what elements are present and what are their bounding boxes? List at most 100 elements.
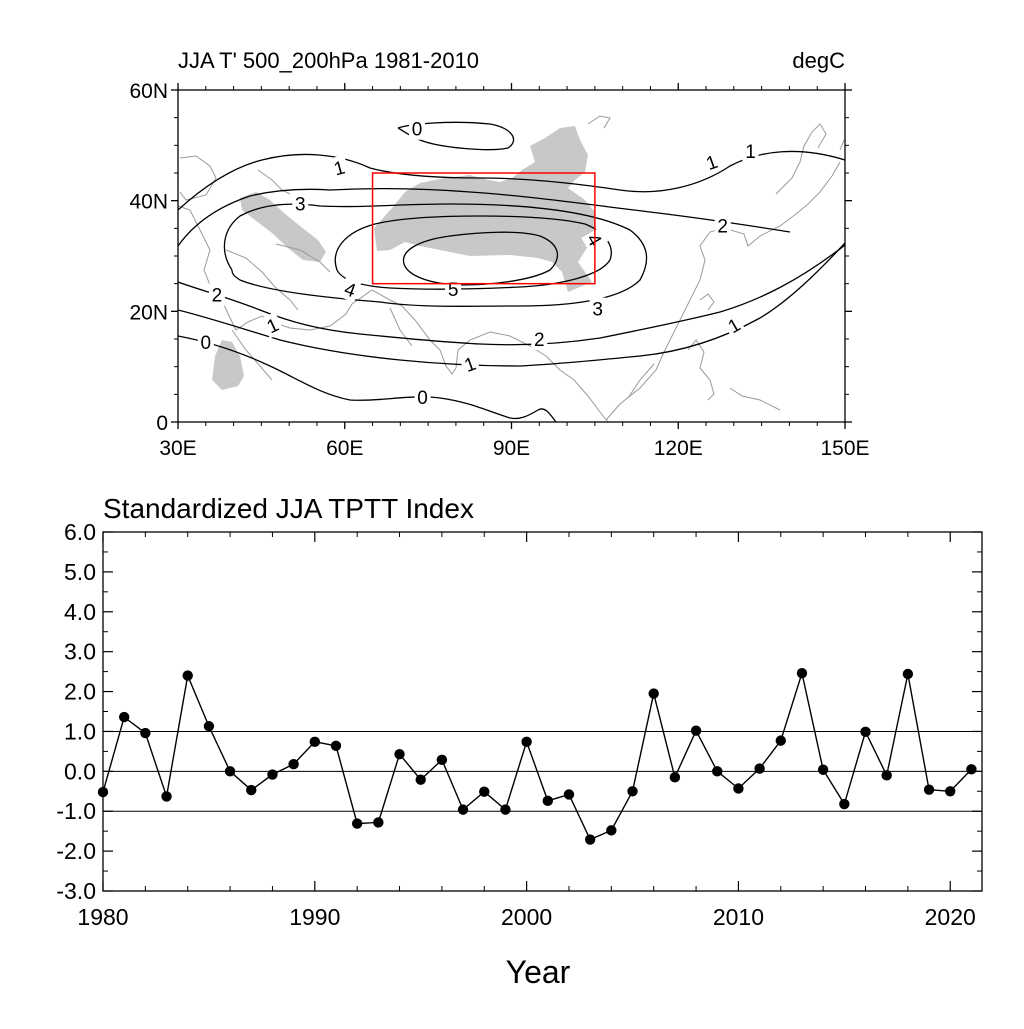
contour-2 (178, 188, 791, 247)
timeseries-panel: Standardized JJA TPTT Index 6.0 5.0 4.0 3.0… (56, 493, 983, 990)
contour-label: 2 (714, 214, 731, 238)
lat-tick-label: 20N (129, 301, 168, 324)
data-point (945, 786, 956, 797)
timeseries-frame (102, 531, 983, 892)
y-tick-label: 3.0 (64, 639, 96, 665)
contour-label: 2 (531, 328, 548, 351)
y-tick-label: -3.0 (56, 878, 96, 904)
x-tick-label: 1990 (289, 904, 340, 930)
x-tick-label: 2000 (501, 904, 552, 930)
data-point (521, 736, 532, 748)
data-point (584, 834, 596, 845)
data-point (436, 754, 448, 765)
contour-label-text: 0 (201, 333, 212, 354)
data-point (161, 791, 172, 802)
data-point (457, 804, 469, 815)
map-units: degC (792, 48, 845, 73)
x-tick-label: 2010 (713, 904, 764, 930)
lon-tick-label: 120E (654, 437, 703, 460)
contour-label-text: 1 (745, 142, 756, 163)
data-point (394, 748, 405, 760)
contour-label-text: 1 (332, 157, 348, 180)
map-frame (177, 89, 846, 423)
y-tick-label: 4.0 (64, 599, 96, 625)
data-point (690, 725, 702, 736)
contour-label-bg (292, 192, 309, 215)
contour-label-bg (700, 148, 723, 176)
contour-label-bg (328, 154, 350, 181)
y-tick-label: -2.0 (56, 838, 96, 864)
data-point (500, 804, 511, 815)
shaded-region-arabia (212, 340, 244, 390)
contour-label: 1 (721, 311, 747, 339)
data-point (140, 727, 151, 739)
data-point (563, 789, 575, 800)
data-point (309, 736, 321, 748)
data-point (839, 798, 850, 810)
shaded-region-iran (240, 192, 326, 262)
contour-label: 1 (458, 350, 482, 377)
lat-tick-label: 0 (156, 412, 168, 435)
contour-label: 3 (589, 297, 606, 321)
contour-label: 2 (208, 283, 225, 307)
y-tick-label: 2.0 (64, 679, 96, 705)
data-point (902, 668, 914, 680)
data-point (288, 758, 299, 770)
x-tick-label: 2020 (925, 904, 976, 930)
map-title: JJA T' 500_200hPa 1981-2010 (178, 48, 479, 73)
data-point (733, 783, 744, 794)
contour-label-bg (409, 117, 426, 140)
contour-label: 1 (328, 154, 350, 181)
lat-tick-label: 40N (129, 191, 168, 214)
data-point (118, 711, 130, 723)
contour-label-bg (589, 297, 606, 320)
contour-label-text: 3 (592, 300, 603, 321)
data-point (415, 774, 426, 785)
data-point (860, 726, 871, 738)
data-point (775, 735, 786, 746)
data-point (97, 786, 109, 798)
contour-label-bg (339, 276, 362, 303)
data-point (627, 786, 638, 797)
data-point (542, 795, 553, 807)
x-tick-label: 1980 (77, 904, 128, 930)
data-point (923, 784, 935, 795)
contour-label: 4 (339, 276, 362, 303)
y-tick-label: 5.0 (64, 559, 96, 585)
data-point (373, 817, 384, 828)
data-point (479, 786, 490, 797)
series-points (97, 668, 977, 845)
contour-label: 0 (414, 386, 431, 409)
contour-label-bg (714, 214, 731, 237)
contour-label-text: 2 (534, 330, 545, 351)
data-point (669, 772, 681, 783)
lon-tick-label: 90E (493, 437, 530, 460)
contour-label-bg (260, 311, 285, 339)
data-point (796, 668, 808, 679)
y-tick-label: 6.0 (64, 519, 96, 545)
lat-tick-label: 60N (129, 80, 168, 103)
data-point (881, 770, 892, 781)
data-point (648, 688, 659, 699)
contour-label-text: 0 (417, 388, 428, 409)
contour-label-bg (197, 330, 214, 353)
data-point (224, 766, 236, 777)
contour-label-bg (458, 350, 482, 377)
contour-label: 3 (292, 192, 309, 215)
data-point (754, 763, 765, 774)
lon-tick-label: 30E (159, 437, 196, 460)
shaded-regions (212, 126, 596, 390)
contour-label: 1 (260, 311, 285, 339)
data-point (712, 766, 723, 777)
contour-2-south (178, 244, 845, 346)
contour-label-text: 2 (212, 286, 223, 307)
coastlines (178, 115, 845, 422)
contour-label-bg (531, 328, 548, 350)
y-tick-label: 0.0 (64, 758, 96, 784)
contour-label-bg (208, 283, 225, 306)
data-point (606, 825, 617, 836)
